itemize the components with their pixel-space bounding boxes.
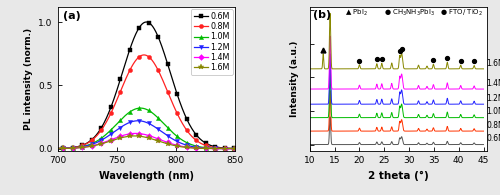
Legend: 0.6M, 0.8M, 1.0M, 1.2M, 1.4M, 1.6M: 0.6M, 0.8M, 1.0M, 1.2M, 1.4M, 1.6M [190, 9, 233, 75]
X-axis label: 2 theta (°): 2 theta (°) [368, 171, 429, 181]
Text: (b): (b) [314, 10, 332, 20]
Text: 1.0M: 1.0M [486, 107, 500, 116]
Text: ▲ PbI$_2$: ▲ PbI$_2$ [346, 8, 368, 18]
Text: (a): (a) [63, 11, 80, 21]
Text: 1.4M: 1.4M [486, 79, 500, 88]
Text: 1.6M: 1.6M [486, 58, 500, 67]
X-axis label: Wavelength (nm): Wavelength (nm) [99, 171, 194, 181]
Text: 1.2M: 1.2M [486, 94, 500, 103]
Text: 0.8M: 0.8M [486, 121, 500, 130]
Y-axis label: Intensity (a.u.): Intensity (a.u.) [290, 41, 300, 117]
Text: ● FTO/ TiO$_2$: ● FTO/ TiO$_2$ [440, 8, 482, 18]
Text: ● CH$_3$NH$_3$PbI$_3$: ● CH$_3$NH$_3$PbI$_3$ [384, 8, 436, 18]
Y-axis label: PL intensity (norm.): PL intensity (norm.) [24, 28, 32, 130]
Text: 0.6M: 0.6M [486, 134, 500, 143]
